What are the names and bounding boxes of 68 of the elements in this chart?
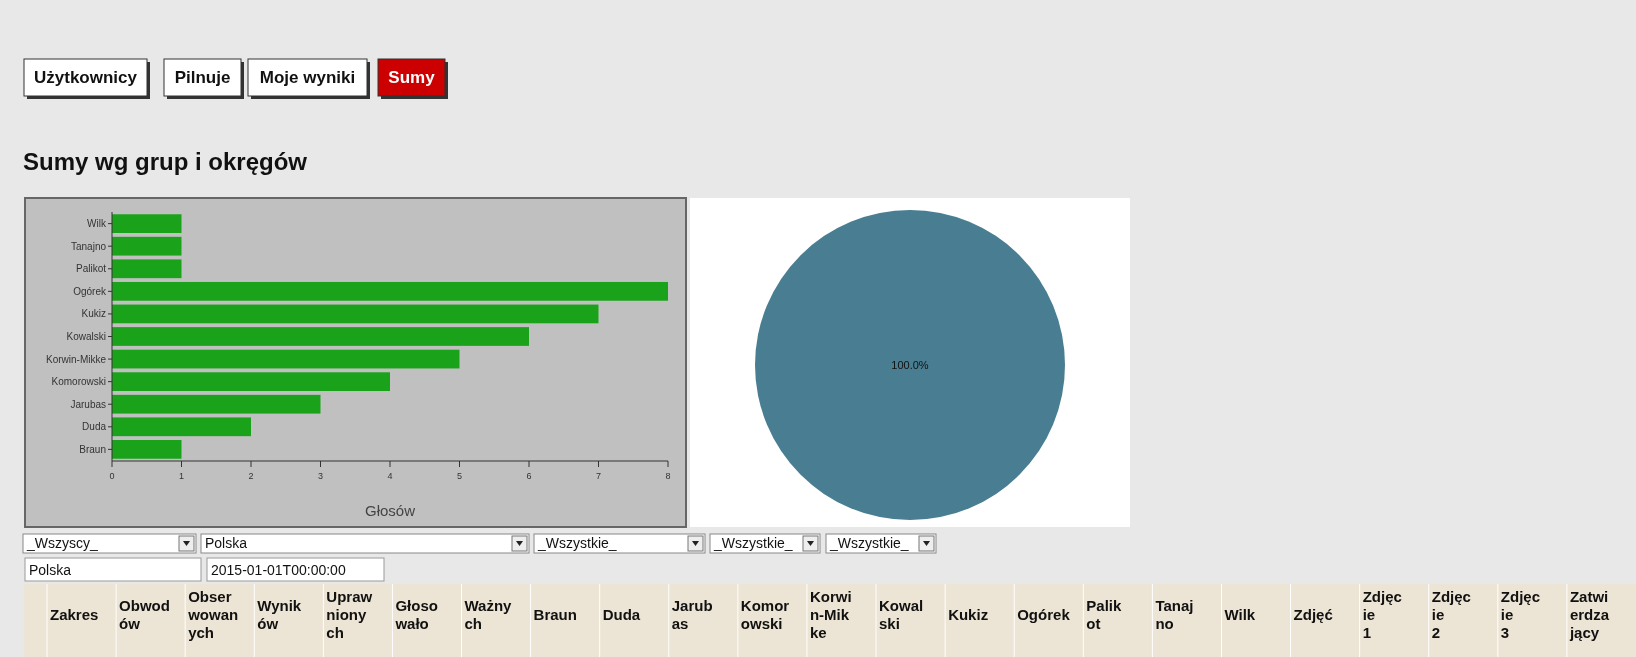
text: Sumy wg grup i okręgów <box>23 148 308 175</box>
bar <box>112 236 182 256</box>
text: _Wszystkie_ <box>537 535 617 551</box>
x-tick-label: 6 <box>526 471 532 481</box>
bar <box>112 372 390 392</box>
text: Palikot <box>1086 597 1122 632</box>
bar <box>112 394 321 414</box>
y-tick-label: Ogórek <box>73 285 107 297</box>
y-tick-label: Braun <box>79 443 106 455</box>
text: Kukiz <box>948 606 989 623</box>
bar <box>112 327 529 346</box>
x-tick-label: 1 <box>178 471 185 481</box>
text: Użytkownicy <box>34 68 138 87</box>
y-tick-label: Komorowski <box>51 376 106 388</box>
y-tick-label: Kowalski <box>66 331 106 342</box>
text: Zdjęcie 2 <box>1431 588 1471 641</box>
text: Korwin-Mikke <box>809 588 852 641</box>
bar <box>112 417 251 437</box>
text: Polska <box>205 535 248 551</box>
text: Zatwierdzający <box>1568 588 1610 641</box>
bar <box>112 259 182 279</box>
bar <box>112 304 599 324</box>
text: Duda <box>602 606 641 623</box>
text: Komorowski <box>740 597 790 632</box>
text: Zakres <box>50 606 99 623</box>
bar <box>112 214 182 233</box>
text: Moje wyniki <box>259 68 356 87</box>
x-tick-label: 2 <box>248 471 254 481</box>
text: Polska <box>29 562 72 578</box>
x-tick-label: 4 <box>387 471 393 481</box>
bar <box>112 440 182 459</box>
y-tick-label: Duda <box>82 421 107 433</box>
y-tick-label: Wilk <box>87 218 107 230</box>
x-tick-label: 8 <box>665 471 671 481</box>
text: Obwodów <box>119 597 170 632</box>
text: Wilk <box>1224 606 1256 623</box>
y-tick-label: Korwin-Mikke <box>45 353 107 365</box>
bar <box>112 281 668 301</box>
text: _Wszyscy_ <box>26 535 98 551</box>
text: Pilnuje <box>174 68 231 87</box>
text: 2015-01-01T00:00:00 <box>211 562 346 578</box>
x-tick-label: 3 <box>317 471 324 481</box>
text: Ogórek <box>1017 606 1071 623</box>
y-tick-label: Palikot <box>75 263 107 275</box>
x-tick-label: 5 <box>456 471 463 481</box>
bar <box>112 349 460 369</box>
y-tick-label: Tanajno <box>70 240 107 252</box>
text: Uprawnionych <box>326 588 373 641</box>
x-tick-label: 0 <box>109 471 115 481</box>
text: Jarubas <box>671 597 713 632</box>
text: Zdjęcie 3 <box>1500 588 1541 641</box>
text: Wyników <box>257 597 302 632</box>
text: Sumy <box>388 68 436 87</box>
x-axis-title: Głosów <box>364 502 416 519</box>
text: Kowalski <box>879 597 924 632</box>
text: Zdjęć <box>1293 606 1333 623</box>
text: Tanajno <box>1155 597 1194 632</box>
text: _Wszystkie_ <box>829 535 909 551</box>
data-label: 100.0% <box>891 359 929 371</box>
y-tick-label: Jarubas <box>70 398 106 410</box>
text: Zdjęcie 1 <box>1362 588 1402 641</box>
text: Głosowało <box>394 597 438 632</box>
text: Ważnych <box>464 597 513 632</box>
text: Obserwowanych <box>187 588 239 641</box>
text: _Wszystkie_ <box>713 535 793 551</box>
text: Braun <box>533 606 577 623</box>
x-tick-label: 7 <box>595 471 602 481</box>
y-tick-label: Kukiz <box>81 308 106 320</box>
